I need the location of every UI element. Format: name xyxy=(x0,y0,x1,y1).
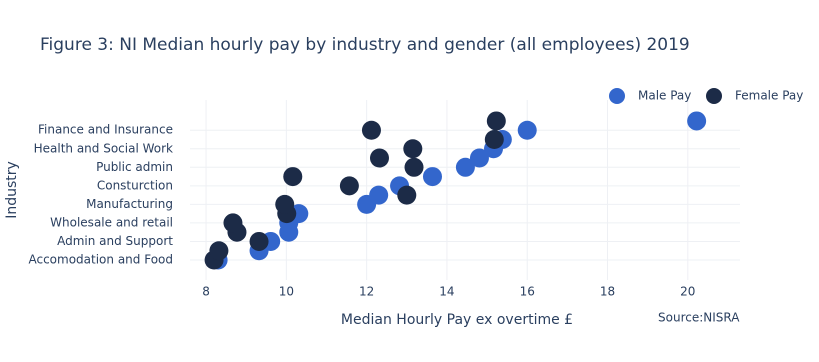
legend-label: Female Pay xyxy=(735,89,803,103)
legend-label: Male Pay xyxy=(638,89,691,103)
y-tick-label: Manufacturing xyxy=(86,197,173,211)
x-tick-label: 18 xyxy=(600,285,615,299)
data-point xyxy=(403,139,423,159)
y-axis-title: Industry xyxy=(4,161,20,219)
data-point xyxy=(249,231,269,251)
data-point xyxy=(369,148,389,168)
data-point xyxy=(361,120,381,140)
legend-marker xyxy=(706,88,722,104)
y-tick-label: Consturction xyxy=(97,178,173,192)
y-tick-label: Finance and Insurance xyxy=(38,123,173,137)
data-point xyxy=(339,176,359,196)
x-tick-label: 20 xyxy=(680,285,695,299)
x-tick-label: 14 xyxy=(439,285,454,299)
data-point xyxy=(223,213,243,233)
data-point xyxy=(455,157,475,177)
data-point xyxy=(486,111,506,131)
data-point xyxy=(283,167,303,187)
source-note: Source:NISRA xyxy=(658,311,740,325)
data-point xyxy=(484,129,504,149)
data-point xyxy=(422,167,442,187)
y-tick-label: Accomodation and Food xyxy=(28,253,173,267)
x-tick-label: 8 xyxy=(202,285,210,299)
data-point xyxy=(275,194,295,214)
x-tick-label: 16 xyxy=(520,285,535,299)
x-tick-label: 12 xyxy=(359,285,374,299)
data-point xyxy=(469,148,489,168)
y-tick-label: Wholesale and retail xyxy=(50,215,173,229)
x-axis-title: Median Hourly Pay ex overtime £ xyxy=(341,312,573,328)
data-point xyxy=(209,241,229,261)
data-point xyxy=(404,157,424,177)
chart-title: Figure 3: NI Median hourly pay by indust… xyxy=(40,35,690,55)
y-tick-label: Admin and Support xyxy=(57,234,173,248)
data-point xyxy=(517,120,537,140)
data-point xyxy=(687,111,707,131)
x-tick-label: 10 xyxy=(279,285,294,299)
y-tick-label: Public admin xyxy=(96,160,173,174)
y-tick-label: Health and Social Work xyxy=(34,141,173,155)
data-point xyxy=(397,185,417,205)
legend-marker xyxy=(609,88,625,104)
data-point xyxy=(369,185,389,205)
